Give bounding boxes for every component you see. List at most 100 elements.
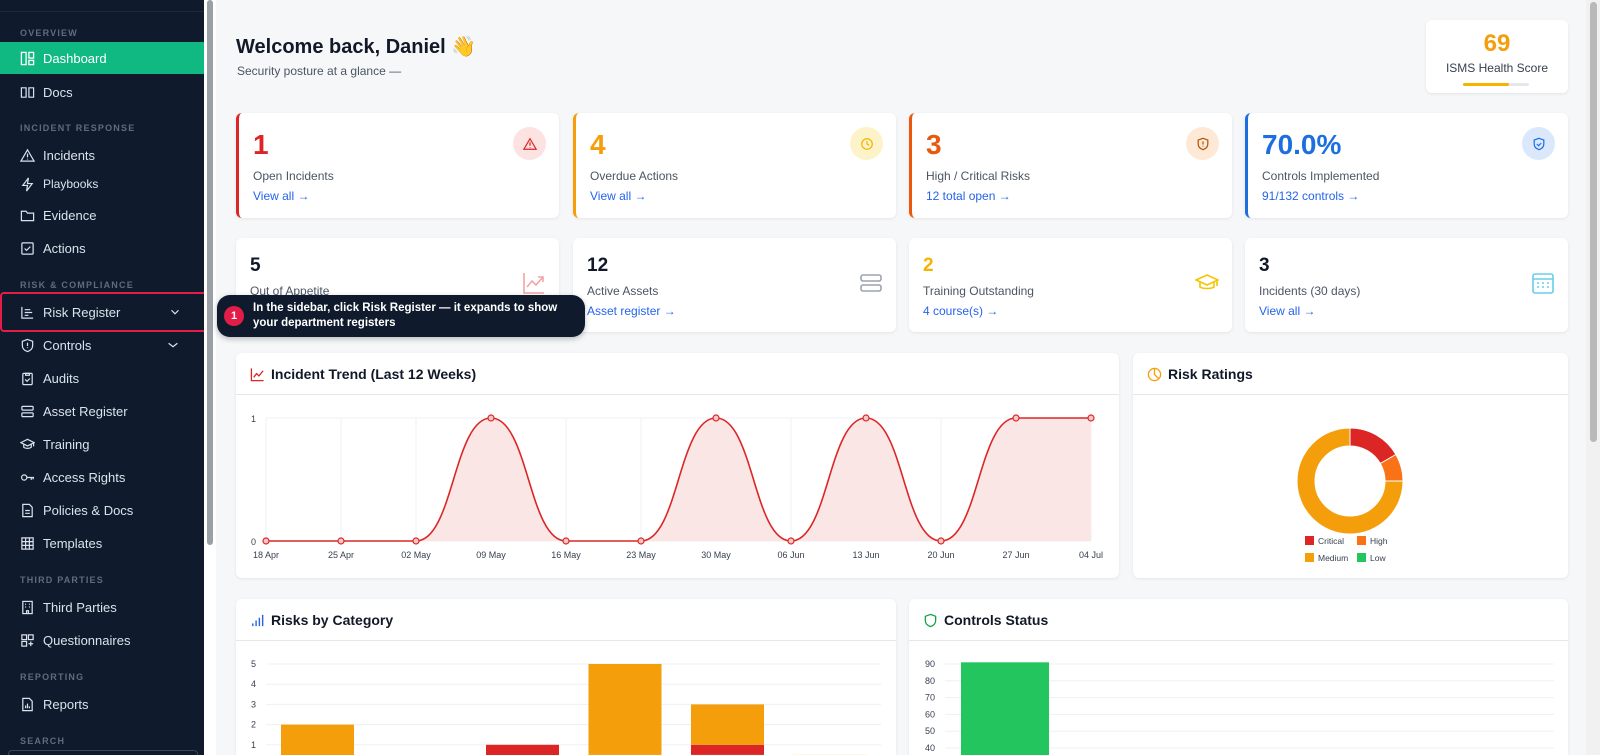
trend-icon xyxy=(523,273,544,294)
y-tick-label: 80 xyxy=(925,676,935,686)
legend-label: Medium xyxy=(1318,553,1348,563)
sidebar-item-dashboard[interactable]: Dashboard xyxy=(0,42,204,74)
risks-by-category-panel: Risks by Category 1 2 3 4 5 xyxy=(236,599,896,755)
warning-icon xyxy=(20,148,35,162)
risk-ratings-panel: Risk Ratings Critical High Medium Low xyxy=(1133,353,1568,578)
asset-register-link[interactable]: Asset register → xyxy=(587,304,676,318)
sidebar-item-asset-register[interactable]: Asset Register xyxy=(0,395,204,427)
sidebar-item-incidents[interactable]: Incidents xyxy=(0,139,204,171)
tooltip-text-bold: Risk Register xyxy=(362,302,436,314)
section-label-incident-response: INCIDENT RESPONSE xyxy=(20,123,136,133)
sidebar-item-third-parties[interactable]: Third Parties xyxy=(0,591,204,623)
incident-trend-chart: 0 1 18 Apr 25 Apr 02 May 09 May 16 May 23 May 30… xyxy=(251,414,1103,560)
calendar-icon xyxy=(1532,273,1554,294)
bar-segment xyxy=(486,744,559,755)
x-tick-label: 09 May xyxy=(476,550,506,560)
view-all-link[interactable]: View all → xyxy=(1259,304,1316,318)
x-tick-label: 16 May xyxy=(551,550,581,560)
sidebar-item-evidence[interactable]: Evidence xyxy=(0,199,204,231)
bolt-icon xyxy=(21,177,34,191)
sidebar-item-playbooks[interactable]: Playbooks xyxy=(0,168,204,200)
sidebar-divider xyxy=(0,11,204,12)
sidebar-item-label: Questionnaires xyxy=(43,632,131,648)
y-tick-label: 1 xyxy=(251,740,256,750)
y-tick-label: 3 xyxy=(251,699,256,709)
panel-title: Risk Ratings xyxy=(1147,366,1253,382)
kpi-training-outstanding: 2 Training Outstanding 4 course(s) → xyxy=(909,238,1232,332)
dashboard-icon xyxy=(20,51,35,65)
y-tick-label: 1 xyxy=(251,414,256,424)
chevron-down-icon[interactable] xyxy=(168,305,182,319)
sidebar-item-label: Reports xyxy=(43,696,89,712)
sidebar-item-label: Docs xyxy=(43,84,73,100)
chevron-down-icon[interactable] xyxy=(166,338,180,352)
panel-title: Controls Status xyxy=(923,612,1048,628)
section-label-risk-compliance: RISK & COMPLIANCE xyxy=(20,280,134,290)
clock-icon xyxy=(850,127,883,160)
total-open-link[interactable]: 12 total open → xyxy=(926,189,1011,203)
courses-link[interactable]: 4 course(s) → xyxy=(923,304,999,318)
shield-icon xyxy=(21,338,34,352)
x-tick-label: 18 Apr xyxy=(253,550,279,560)
sidebar: OVERVIEW Dashboard Docs INCIDENT RESPONS… xyxy=(0,0,204,755)
risk-ratings-chart: Critical High Medium Low xyxy=(1296,427,1404,563)
kpi-label: High / Critical Risks xyxy=(926,169,1031,183)
section-label-third-parties: THIRD PARTIES xyxy=(20,575,104,585)
x-tick-label: 23 May xyxy=(626,550,656,560)
panel-divider xyxy=(1133,394,1568,395)
health-score-fill xyxy=(1463,83,1509,86)
x-tick-label: 27 Jun xyxy=(1002,550,1029,560)
y-tick-label: 5 xyxy=(251,659,256,669)
view-all-link[interactable]: View all → xyxy=(590,189,647,203)
sidebar-item-controls[interactable]: Controls xyxy=(0,329,204,361)
step-badge: 1 xyxy=(224,306,244,326)
tooltip-text-before: In the sidebar, click xyxy=(253,302,363,314)
tooltip-text-after: — it expands to show your department reg… xyxy=(253,302,558,329)
sidebar-item-docs[interactable]: Docs xyxy=(0,76,204,108)
view-all-link[interactable]: View all → xyxy=(253,189,310,203)
kpi-controls-implemented: 70.0% Controls Implemented 91/132 contro… xyxy=(1245,113,1568,218)
sidebar-item-actions[interactable]: Actions xyxy=(0,232,204,264)
server-icon xyxy=(21,405,34,417)
sidebar-item-audits[interactable]: Audits xyxy=(0,362,204,394)
health-score-card: 69 ISMS Health Score xyxy=(1426,20,1568,93)
scrollbar-thumb[interactable] xyxy=(207,0,213,545)
section-label-reporting: REPORTING xyxy=(20,672,85,682)
sidebar-item-access-rights[interactable]: Access Rights xyxy=(0,461,204,493)
sidebar-item-label: Evidence xyxy=(43,207,97,223)
sidebar-item-risk-register[interactable]: Risk Register xyxy=(0,292,204,332)
kpi-label: Out of Appetite xyxy=(250,284,330,298)
kpi-high-critical-risks: 3 High / Critical Risks 12 total open → xyxy=(909,113,1232,218)
clipboard-icon xyxy=(22,372,33,385)
sidebar-item-training[interactable]: Training xyxy=(0,428,204,460)
sidebar-item-policies-docs[interactable]: Policies & Docs xyxy=(0,494,204,526)
kpi-label: Open Incidents xyxy=(253,169,334,183)
sidebar-item-templates[interactable]: Templates xyxy=(0,527,204,559)
legend-label: Low xyxy=(1370,553,1386,563)
controls-status-chart: 30405060708090 xyxy=(925,659,1554,755)
controls-link[interactable]: 91/132 controls → xyxy=(1262,189,1360,203)
sidebar-item-label: Dashboard xyxy=(43,50,107,66)
kpi-value: 70.0% xyxy=(1262,129,1342,160)
health-score-label: ISMS Health Score xyxy=(1445,61,1549,75)
sidebar-item-label: Templates xyxy=(43,535,103,551)
sidebar-item-reports[interactable]: Reports xyxy=(0,688,204,720)
scrollbar-thumb[interactable] xyxy=(1590,2,1597,442)
sidebar-scrollbar[interactable] xyxy=(204,0,216,755)
legend-swatch xyxy=(1357,536,1366,545)
section-label-search: SEARCH xyxy=(20,736,66,746)
y-tick-label: 50 xyxy=(925,726,935,736)
pie-slice xyxy=(1296,427,1404,535)
page-subtitle: Security posture at a glance — xyxy=(237,64,402,78)
data-point xyxy=(337,537,345,545)
sidebar-item-questionnaires[interactable]: Questionnaires xyxy=(0,624,204,656)
bar-segment xyxy=(691,744,764,755)
kpi-value: 5 xyxy=(250,255,261,276)
kpi-label: Active Assets xyxy=(587,284,659,298)
health-score-bar xyxy=(1463,83,1529,86)
line-chart-icon xyxy=(250,367,264,381)
search-input[interactable] xyxy=(8,750,198,755)
health-score-value: 69 xyxy=(1483,30,1511,57)
page-scrollbar[interactable] xyxy=(1586,0,1600,755)
x-tick-label: 30 May xyxy=(701,550,731,560)
